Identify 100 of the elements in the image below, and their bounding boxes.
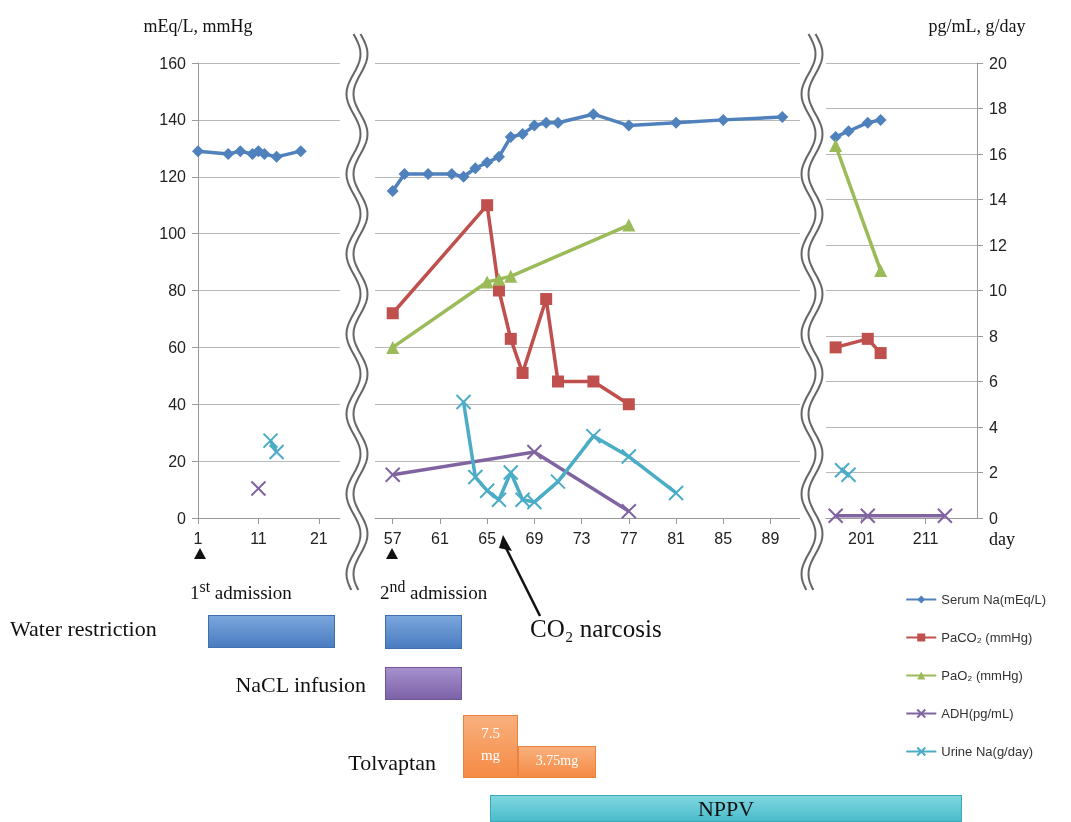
x-axis-title: day: [989, 529, 1015, 549]
y2-tick-label: 6: [989, 373, 998, 390]
point: [490, 491, 507, 508]
y2-tick-label: 8: [989, 327, 998, 345]
point: [455, 393, 472, 410]
point: [622, 398, 635, 411]
point: [528, 119, 541, 132]
point: [384, 466, 401, 483]
point: [549, 473, 566, 490]
y2-tick-label: 20: [989, 54, 1007, 72]
point: [516, 366, 529, 379]
point: [504, 130, 517, 143]
legend-label: PaCO₂ (mmHg): [941, 630, 1033, 645]
text: 2$^{nd}$ admission: [380, 578, 488, 605]
point: [874, 113, 887, 126]
point: [842, 125, 855, 138]
x-tick-label: 69: [525, 529, 544, 547]
x-tick-label: 1: [193, 529, 203, 547]
legend-label: PaO₂ (mmHg): [941, 668, 1023, 683]
point: [776, 111, 789, 124]
y2-tick-label: 2: [989, 464, 998, 481]
y2-axis-title: pg/mL, g/day: [928, 16, 1026, 36]
point: [514, 491, 531, 508]
y2-tick-label: 14: [989, 191, 1007, 208]
point: [936, 507, 953, 524]
point: [829, 341, 842, 354]
y2-tick-label: 0: [989, 509, 998, 527]
point: [620, 503, 637, 520]
x-tick-label: 81: [667, 529, 686, 547]
point: [481, 199, 494, 212]
y-tick-label: 120: [159, 168, 187, 186]
y-tick-label: 100: [159, 225, 187, 243]
point: [457, 170, 470, 183]
x-tick-label: 61: [431, 529, 449, 547]
point: [861, 116, 874, 129]
text: Water restriction: [10, 616, 157, 642]
x-tick-label: 65: [478, 529, 497, 547]
point: [620, 448, 637, 465]
point: [481, 156, 494, 169]
x-tick-label: 211: [912, 529, 939, 547]
text: 7.5 mg: [479, 724, 502, 765]
point: [540, 293, 553, 306]
x-tick-label: 57: [383, 529, 402, 547]
legend-label: Serum Na(mEq/L): [941, 592, 1046, 607]
y-tick-label: 80: [168, 282, 187, 299]
y2-tick-label: 4: [989, 418, 998, 436]
x-tick-label: 11: [250, 529, 267, 547]
y-tick-label: 0: [177, 509, 187, 527]
point: [516, 128, 529, 141]
point: [840, 466, 857, 483]
point: [492, 272, 506, 286]
y2-tick-label: 10: [989, 282, 1007, 299]
y2-tick-label: 16: [989, 145, 1007, 163]
point: [502, 464, 519, 481]
text: 3.75mg: [534, 753, 580, 769]
point: [480, 275, 494, 289]
y-axis-title: mEq/L, mmHg: [143, 16, 253, 36]
point: [587, 375, 600, 388]
y-tick-label: 20: [168, 452, 187, 470]
point: [492, 284, 505, 297]
text: NaCL infusion: [235, 672, 366, 698]
point: [622, 218, 636, 232]
x-tick-label: 201: [847, 529, 875, 547]
text: CO₂ narcosis: [530, 615, 662, 643]
point: [386, 307, 399, 320]
legend-label: Urine Na(g/day): [941, 744, 1034, 759]
point: [504, 332, 517, 345]
x-tick-label: 77: [619, 529, 638, 547]
x-tick-label: 85: [714, 529, 733, 547]
point: [526, 444, 543, 461]
point: [551, 375, 564, 388]
point: [874, 347, 887, 360]
x-tick-label: 89: [761, 529, 780, 547]
point: [469, 162, 482, 175]
y-tick-label: 60: [168, 338, 187, 356]
legend-label: ADH(pg/mL): [941, 706, 1014, 721]
text: 1$^{st}$ admission: [190, 578, 292, 605]
y-tick-label: 160: [159, 54, 187, 72]
y2-tick-label: 12: [989, 236, 1007, 254]
y-tick-label: 140: [159, 111, 187, 129]
point: [668, 484, 685, 501]
point: [386, 340, 400, 354]
point: [587, 108, 600, 121]
point: [622, 119, 635, 132]
point: [861, 332, 874, 345]
point: [386, 184, 399, 197]
point: [467, 469, 484, 486]
point: [398, 167, 411, 180]
x-tick-label: 73: [572, 529, 591, 547]
point: [834, 462, 851, 479]
point: [585, 428, 602, 445]
x-tick-label: 21: [309, 529, 328, 547]
point: [479, 482, 496, 499]
point: [504, 269, 518, 283]
point: [526, 494, 543, 511]
point: [827, 507, 844, 524]
y2-tick-label: 18: [989, 100, 1007, 117]
point: [859, 507, 876, 524]
text: Tolvaptan: [348, 750, 436, 776]
y-tick-label: 40: [168, 395, 187, 413]
